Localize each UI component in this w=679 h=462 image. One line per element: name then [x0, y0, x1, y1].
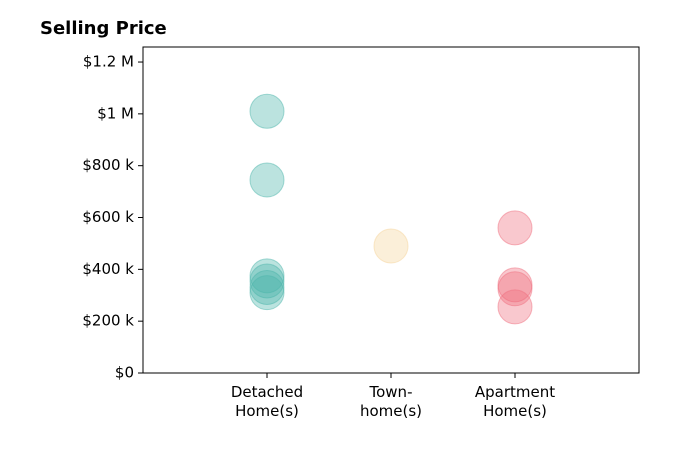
point: [373, 228, 409, 264]
y-tick-label: $200 k: [82, 312, 134, 330]
point: [249, 275, 285, 311]
plot-frame: [142, 46, 640, 374]
y-tick-label: $1.2 M: [83, 53, 134, 71]
point: [249, 93, 285, 129]
y-tick-label: $400 k: [82, 260, 134, 278]
x-tick-label: Apartment Home(s): [475, 383, 555, 420]
point: [249, 162, 285, 198]
y-tick-label: $800 k: [82, 156, 134, 174]
y-tick-label: $1 M: [97, 104, 134, 122]
y-tick-label: $600 k: [82, 208, 134, 226]
x-tick-label: Town-home(s): [360, 383, 422, 420]
point: [497, 271, 533, 307]
point: [497, 289, 533, 325]
chart-title: Selling Price: [40, 18, 167, 39]
x-tick-label: Detached Home(s): [231, 383, 303, 420]
point: [249, 269, 285, 305]
y-tick-label: $0: [115, 364, 134, 382]
point: [497, 210, 533, 246]
